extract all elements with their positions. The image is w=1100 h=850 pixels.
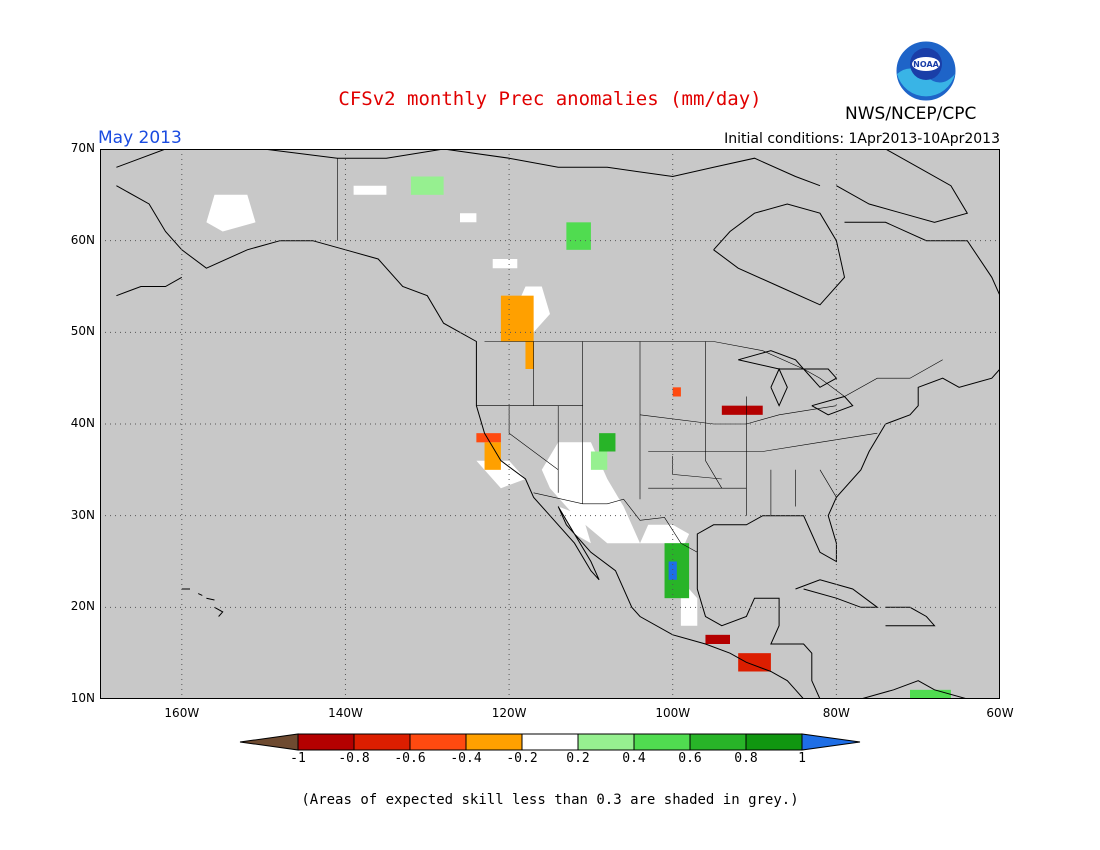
lat-tick-label: 60N [70, 232, 95, 247]
anomaly-patch-4 [721, 405, 763, 415]
border-1 [533, 492, 698, 553]
colorbar-tick-label: -0.8 [338, 751, 370, 766]
anomaly-patch-12 [910, 689, 951, 699]
coastline-3 [713, 203, 846, 306]
organization-label: NWS/NCEP/CPC [845, 104, 977, 124]
initial-conditions-label: Initial conditions: 1Apr2013-10Apr2013 [724, 131, 1000, 147]
colorbar-bin-9 [745, 733, 803, 751]
anomaly-patch-3 [484, 442, 501, 470]
coastline-7 [795, 579, 879, 608]
lat-tick-label: 10N [70, 691, 95, 705]
coastline-15 [197, 593, 203, 596]
coastline-4 [844, 221, 1000, 333]
colorbar-tick-label: -0.6 [394, 751, 426, 766]
coastline-2 [696, 552, 821, 699]
anomaly-patch-0 [500, 295, 534, 342]
colorbar-tick-label: 0.6 [678, 751, 702, 766]
coastline-1 [696, 368, 1000, 563]
colorbar-bin-6 [577, 733, 635, 751]
coastline-0 [116, 185, 804, 699]
white-area-4 [353, 185, 387, 195]
coastline-16 [206, 597, 215, 601]
precip-anomaly-map [100, 149, 1000, 699]
map-title: CFSv2 monthly Prec anomalies (mm/day) [338, 88, 762, 110]
forecast-month-label: May 2013 [98, 128, 182, 148]
coastline-11 [770, 367, 788, 407]
coastline-5 [116, 149, 821, 187]
coastline-9 [860, 680, 992, 699]
coastline-12 [803, 368, 838, 388]
noaa-logo-icon: NOAA [895, 40, 957, 102]
coastline-13 [811, 395, 854, 416]
border-15 [819, 469, 837, 498]
border-11 [648, 432, 878, 452]
border-6 [705, 341, 723, 489]
anomaly-patch-9 [668, 561, 677, 580]
colorbar-bin-2 [353, 733, 411, 751]
colorbar-tick-label: 0.2 [566, 751, 590, 766]
white-area-3 [206, 194, 256, 232]
lat-tick-label: 40N [70, 416, 95, 430]
colorbar-tick-label: -0.2 [506, 751, 538, 766]
white-area-7 [680, 589, 698, 626]
anomaly-patches [410, 176, 951, 699]
anomaly-patch-13 [410, 176, 444, 195]
white-area-8 [558, 506, 591, 544]
colorbar-tick-label: -0.4 [450, 751, 482, 766]
svg-text:NOAA: NOAA [913, 60, 939, 69]
anomaly-patch-14 [566, 222, 591, 250]
anomaly-patch-5 [672, 387, 681, 397]
anomaly-patch-6 [599, 433, 616, 452]
coastlines [116, 149, 1000, 699]
anomaly-patch-11 [738, 653, 771, 672]
lon-tick-label: 120W [491, 706, 527, 720]
anomaly-patch-8 [664, 543, 690, 599]
border-0 [484, 341, 943, 397]
anomaly-patch-1 [525, 341, 534, 369]
anomaly-patch-7 [590, 451, 608, 470]
colorbar-tick-label: 0.8 [734, 751, 758, 766]
lon-tick-label: 100W [655, 706, 691, 720]
coastline-18 [116, 276, 183, 297]
coastline-17 [214, 606, 224, 617]
colorbar-tick-label: 1 [798, 751, 806, 766]
lon-tick-label: 160W [164, 706, 200, 720]
colorbar-tick-label: -1 [290, 751, 306, 766]
lat-tick-label: 30N [70, 507, 95, 522]
lat-tick-label: 50N [70, 324, 95, 339]
anomaly-patch-10 [705, 634, 730, 644]
colorbar-bin-5 [521, 733, 579, 751]
skill-footnote: (Areas of expected skill less than 0.3 a… [301, 792, 799, 808]
lat-tick-label: 70N [70, 141, 95, 155]
colorbar-bin-7 [633, 733, 691, 751]
colorbar-bin-4 [465, 733, 523, 751]
white-area-5 [460, 213, 477, 223]
colorbar-bin-8 [689, 733, 747, 751]
lat-lon-gridlines [100, 149, 1000, 699]
colorbar [239, 733, 861, 751]
colorbar-arrow-low [239, 733, 299, 751]
colorbar-bin-3 [409, 733, 467, 751]
lon-tick-label: 140W [328, 706, 363, 720]
colorbar-bin-1 [297, 733, 355, 751]
lon-tick-label: 60W [986, 706, 1014, 720]
lat-tick-label: 20N [70, 599, 95, 614]
white-area-6 [492, 259, 518, 269]
colorbar-tick-label: 0.4 [622, 751, 646, 766]
anomaly-patch-2 [476, 433, 501, 443]
lon-tick-label: 80W [822, 706, 850, 720]
colorbar-arrow-high [801, 733, 861, 751]
coastline-6 [836, 149, 969, 223]
white-area-0 [541, 442, 640, 544]
